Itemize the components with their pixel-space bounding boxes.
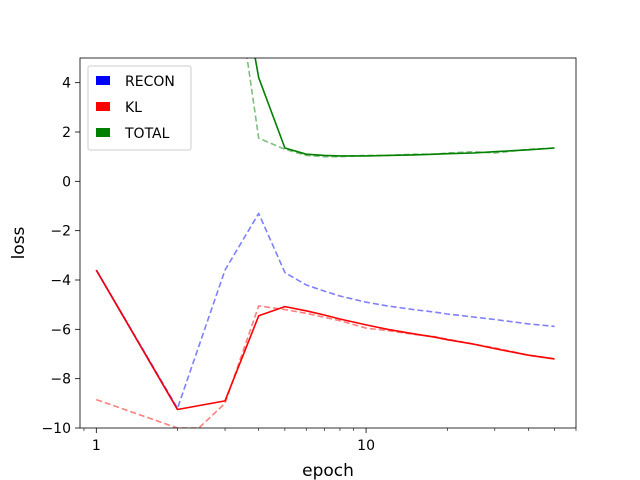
series-line-kl-solid: [95, 269, 555, 411]
y-tick-label: −10: [41, 421, 71, 437]
y-tick-label: 4: [62, 76, 71, 92]
legend-label-kl: KL: [125, 100, 142, 116]
legend: RECON KL TOTAL: [87, 65, 192, 151]
plot-frame: [79, 57, 577, 429]
ticks-layer: 1 10 −10 −8 −6 −4 −2 0 2 4: [41, 76, 577, 454]
legend-label-total: TOTAL: [124, 126, 170, 142]
legend-swatch-total: [96, 128, 110, 137]
y-tick-label: −8: [50, 372, 71, 388]
legend-box: [87, 65, 192, 151]
series-line-total-solid: [254, 58, 555, 157]
series-layer: [95, 58, 555, 428]
series-line-recon-dashed: [95, 212, 555, 410]
y-tick-label: −2: [50, 224, 71, 240]
y-axis-label: loss: [9, 226, 29, 259]
y-tick-label: −4: [50, 273, 71, 289]
x-axis-label: epoch: [302, 461, 354, 480]
x-tick-label: 10: [357, 438, 375, 454]
series-line-total-dashed: [246, 58, 555, 158]
legend-swatch-recon: [96, 76, 110, 85]
y-tick-label: 2: [62, 125, 71, 141]
legend-label-recon: RECON: [125, 74, 175, 90]
y-tick-label: 0: [62, 174, 71, 190]
y-tick-label: −6: [50, 322, 71, 338]
x-tick-label: 1: [92, 438, 101, 454]
legend-swatch-kl: [96, 102, 110, 111]
series-line-kl-dashed: [96, 305, 555, 428]
